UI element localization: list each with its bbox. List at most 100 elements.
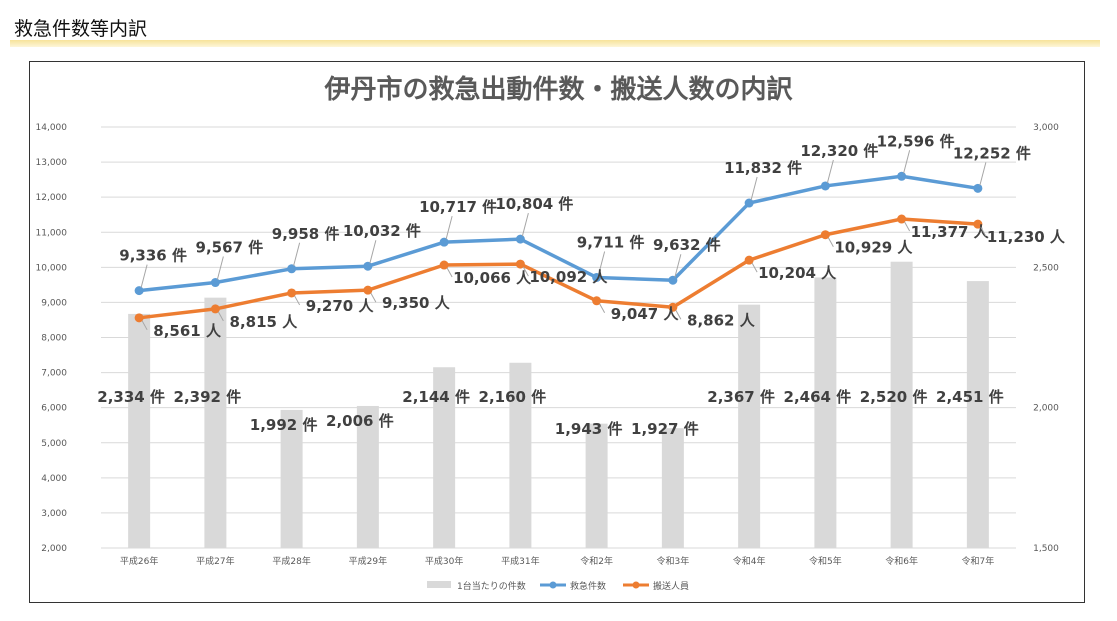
point-dispatch bbox=[592, 272, 602, 282]
transport-data-label: 8,561 人 bbox=[153, 322, 222, 340]
label-leader-line bbox=[751, 262, 758, 273]
transport-data-label: 10,204 人 bbox=[758, 264, 837, 282]
right-axis-tick-label: 2,000 bbox=[1033, 404, 1059, 414]
right-axis-tick-label: 1,500 bbox=[1033, 544, 1059, 554]
bar-per-vehicle bbox=[966, 281, 989, 548]
point-dispatch bbox=[668, 275, 678, 285]
bar-data-label: 2,520 件 bbox=[860, 388, 928, 406]
label-leader-line bbox=[979, 162, 987, 186]
label-leader-line bbox=[369, 240, 377, 264]
x-axis-category-label: 平成31年 bbox=[501, 555, 539, 567]
bar-data-label: 2,334 件 bbox=[97, 388, 165, 406]
left-axis-tick-label: 7,000 bbox=[41, 369, 67, 379]
label-leader-line bbox=[750, 176, 758, 201]
point-transport bbox=[897, 214, 907, 224]
label-leader-line bbox=[140, 264, 148, 288]
bar-data-label: 2,160 件 bbox=[479, 388, 547, 406]
bar-data-label: 1,992 件 bbox=[250, 416, 318, 434]
point-transport bbox=[210, 304, 220, 314]
point-transport bbox=[134, 313, 144, 323]
left-axis-tick-label: 2,000 bbox=[41, 544, 67, 554]
point-dispatch bbox=[744, 198, 754, 208]
heading-underline bbox=[10, 40, 1100, 47]
bar-per-vehicle bbox=[280, 409, 303, 548]
transport-data-label: 9,270 人 bbox=[306, 297, 375, 315]
label-leader-line bbox=[217, 311, 224, 322]
x-axis-category-label: 令和4年 bbox=[733, 555, 766, 567]
transport-data-label: 8,815 人 bbox=[230, 313, 299, 331]
chart: 伊丹市の救急出動件数・搬送人数の内訳 2,000 3,000 4,000 5,000 6,… bbox=[36, 74, 1066, 592]
page-heading: 救急件数等内訳 bbox=[14, 18, 148, 40]
left-axis-tick-label: 10,000 bbox=[36, 263, 68, 273]
bar-data-label: 2,006 件 bbox=[326, 412, 394, 430]
point-dispatch bbox=[210, 278, 220, 288]
point-dispatch bbox=[287, 264, 297, 274]
x-axis-category-label: 令和2年 bbox=[580, 555, 613, 567]
bar-per-vehicle bbox=[509, 362, 532, 548]
bar-per-vehicle bbox=[128, 313, 151, 548]
label-leader-line bbox=[370, 292, 377, 303]
point-transport bbox=[592, 296, 602, 306]
x-axis-category-label: 令和7年 bbox=[962, 555, 995, 567]
transport-data-label: 11,230 人 bbox=[987, 228, 1066, 246]
legend-label: 救急件数 bbox=[570, 580, 606, 592]
dispatch-data-label: 10,804 件 bbox=[495, 195, 573, 213]
legend-swatch-bar bbox=[427, 581, 451, 588]
point-dispatch bbox=[973, 183, 983, 193]
x-axis-category-label: 平成28年 bbox=[272, 555, 310, 567]
point-dispatch bbox=[439, 237, 449, 247]
point-dispatch bbox=[897, 171, 907, 181]
x-axis-category-label: 平成27年 bbox=[196, 555, 234, 567]
label-leader-line bbox=[522, 266, 529, 277]
dispatch-data-label: 12,320 件 bbox=[800, 142, 878, 160]
dispatch-data-label: 11,832 件 bbox=[724, 159, 802, 177]
bar-per-vehicle bbox=[890, 261, 913, 548]
chart-frame: 伊丹市の救急出動件数・搬送人数の内訳 2,000 3,000 4,000 5,000 6,… bbox=[29, 61, 1085, 603]
page-header: 救急件数等内訳 bbox=[0, 0, 1117, 48]
dispatch-data-label: 12,596 件 bbox=[877, 132, 955, 150]
label-leader-line bbox=[599, 303, 606, 314]
transport-data-label: 9,350 人 bbox=[382, 294, 451, 312]
label-leader-line bbox=[294, 295, 301, 306]
point-transport bbox=[439, 260, 449, 270]
point-transport bbox=[287, 288, 297, 298]
point-dispatch bbox=[363, 261, 373, 271]
bar-per-vehicle bbox=[204, 297, 227, 548]
label-leader-line bbox=[674, 254, 682, 278]
left-axis-tick-label: 4,000 bbox=[41, 474, 67, 484]
point-transport bbox=[515, 259, 525, 269]
right-axis-tick-label: 3,000 bbox=[1033, 123, 1059, 133]
transport-data-label: 10,929 人 bbox=[834, 239, 913, 257]
label-leader-line bbox=[598, 251, 606, 275]
dispatch-data-label: 10,717 件 bbox=[419, 198, 497, 216]
transport-data-label: 10,066 人 bbox=[453, 269, 532, 287]
left-axis-tick-label: 12,000 bbox=[36, 193, 68, 203]
bar-per-vehicle bbox=[433, 367, 456, 548]
point-dispatch bbox=[134, 286, 144, 296]
label-leader-line bbox=[980, 226, 987, 237]
bar-data-label: 2,451 件 bbox=[936, 388, 1004, 406]
bar-per-vehicle bbox=[738, 304, 761, 548]
legend-label: 1台当たりの件数 bbox=[457, 580, 526, 592]
left-axis-tick-label: 3,000 bbox=[41, 509, 67, 519]
legend-swatch-marker bbox=[632, 581, 640, 589]
dispatch-data-label: 10,032 件 bbox=[343, 222, 421, 240]
x-axis-category-label: 令和3年 bbox=[657, 555, 690, 567]
point-transport bbox=[363, 285, 373, 295]
x-axis-category-label: 平成26年 bbox=[120, 555, 158, 567]
dispatch-data-label: 12,252 件 bbox=[953, 144, 1031, 162]
bar-data-label: 2,392 件 bbox=[174, 388, 242, 406]
bar-data-label: 1,943 件 bbox=[555, 420, 623, 438]
label-leader-line bbox=[141, 320, 148, 331]
label-leader-line bbox=[827, 237, 834, 247]
left-axis-tick-label: 11,000 bbox=[36, 228, 68, 238]
label-leader-line bbox=[903, 150, 911, 174]
left-axis-tick-label: 6,000 bbox=[41, 404, 67, 414]
point-transport bbox=[668, 302, 678, 312]
point-transport bbox=[820, 230, 830, 240]
bar-data-label: 2,464 件 bbox=[784, 388, 852, 406]
transport-data-label: 11,377 人 bbox=[911, 223, 990, 241]
transport-data-label: 9,047 人 bbox=[611, 305, 680, 323]
dispatch-data-label: 9,711 件 bbox=[577, 233, 645, 251]
chart-title: 伊丹市の救急出動件数・搬送人数の内訳 bbox=[323, 74, 793, 105]
